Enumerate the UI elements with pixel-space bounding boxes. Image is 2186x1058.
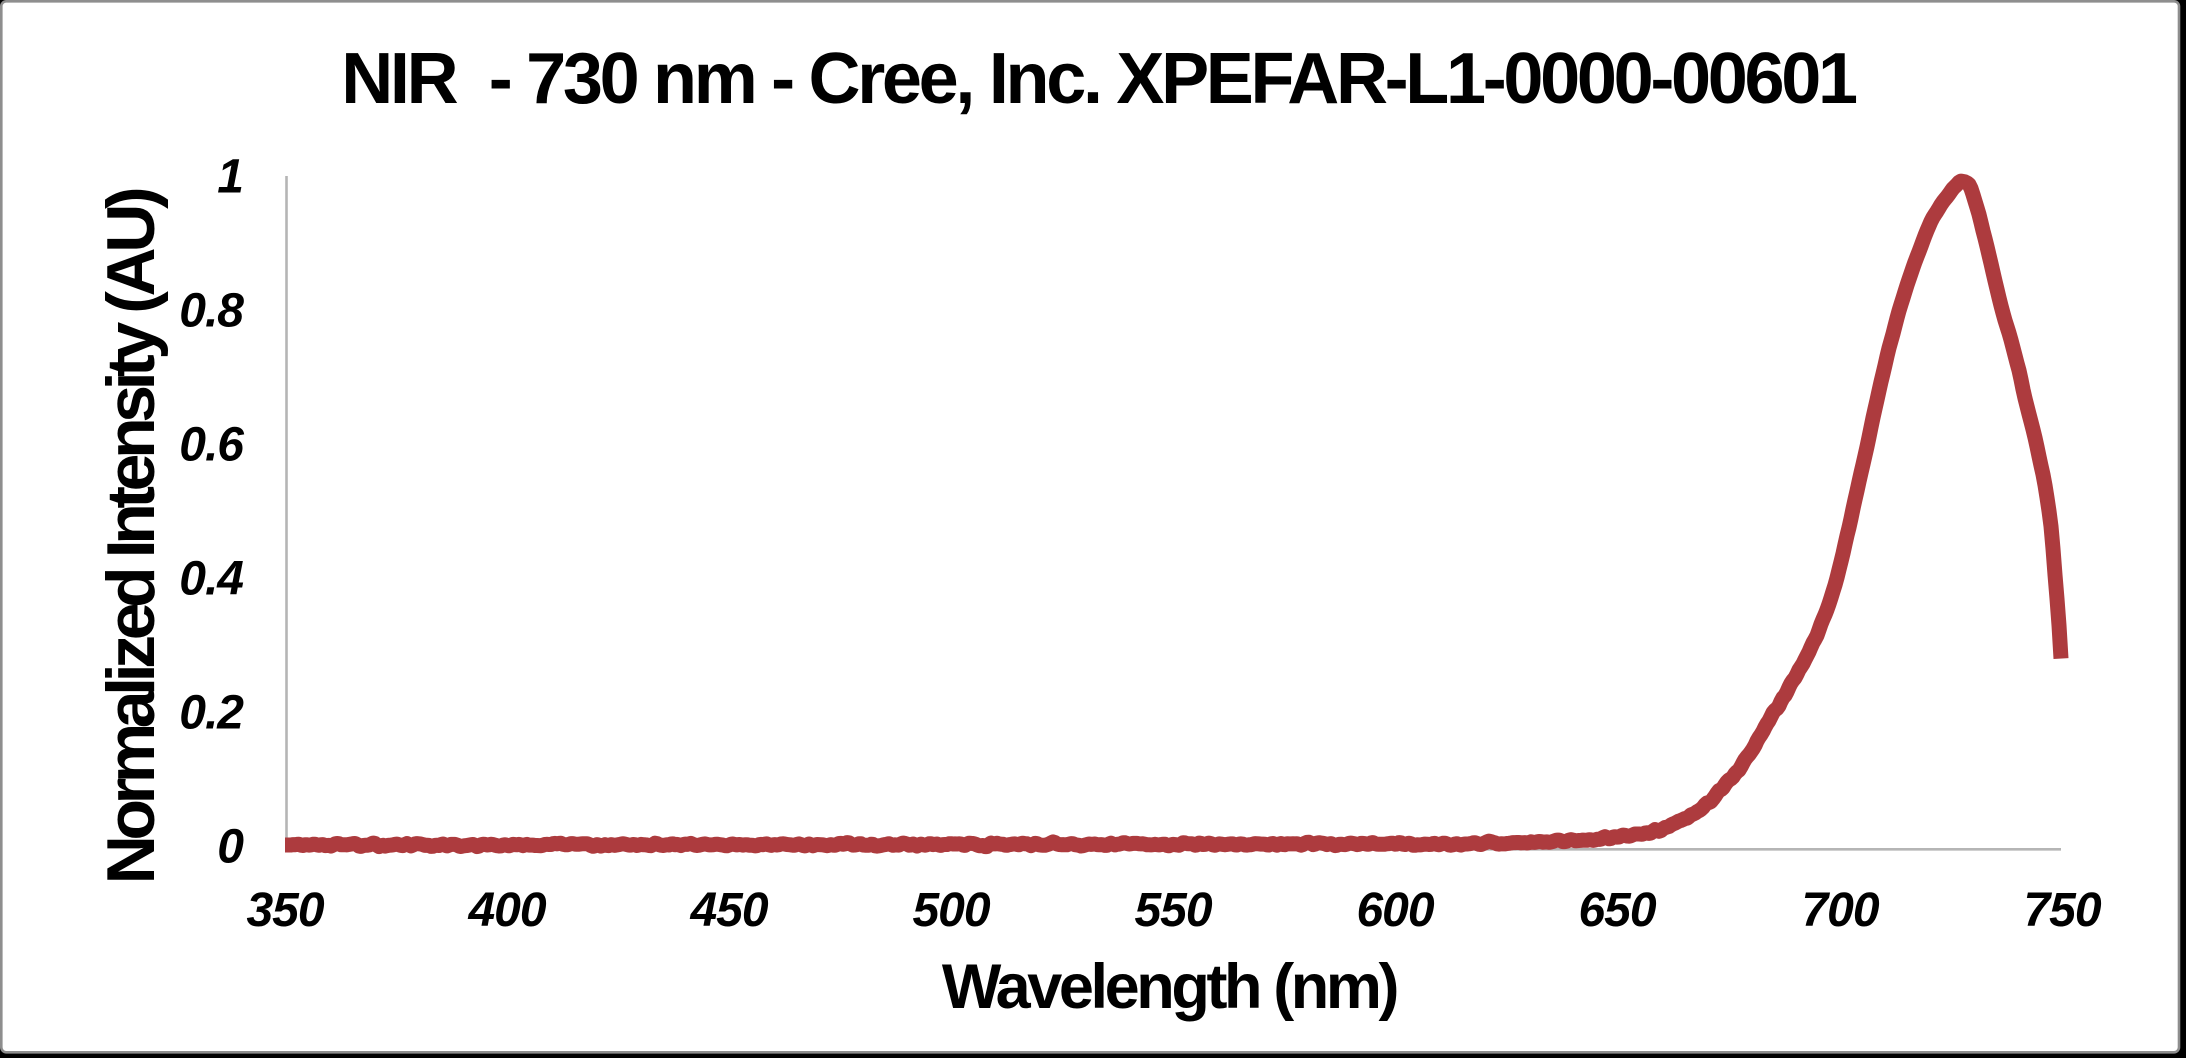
svg-text:700: 700 [1801, 884, 1879, 937]
svg-text:750: 750 [2023, 884, 2101, 937]
svg-text:0.4: 0.4 [179, 553, 243, 606]
svg-text:NIR - 730 nm - Cree, Inc. XPE: NIR - 730 nm - Cree, Inc. XPEFAR-L1-0000… [341, 39, 1857, 119]
svg-text:350: 350 [246, 884, 324, 937]
svg-text:0.8: 0.8 [179, 285, 244, 338]
svg-text:Wavelength (nm): Wavelength (nm) [942, 952, 1397, 1022]
svg-text:1: 1 [217, 151, 243, 204]
svg-text:450: 450 [689, 884, 768, 937]
svg-text:0.6: 0.6 [179, 419, 244, 472]
svg-text:550: 550 [1134, 884, 1212, 937]
svg-text:0: 0 [217, 821, 244, 874]
svg-text:600: 600 [1356, 884, 1434, 937]
svg-text:0.2: 0.2 [179, 687, 244, 740]
svg-text:650: 650 [1578, 884, 1656, 937]
svg-text:500: 500 [912, 884, 990, 937]
svg-text:400: 400 [467, 884, 546, 937]
svg-text:Normalized Intensity (AU): Normalized Intensity (AU) [93, 189, 169, 884]
